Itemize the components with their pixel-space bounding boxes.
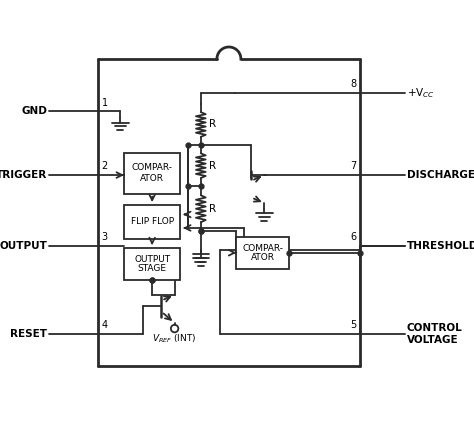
Text: 6: 6 <box>350 232 356 242</box>
Text: 2: 2 <box>101 162 108 171</box>
Text: 7: 7 <box>350 162 356 171</box>
Text: 3: 3 <box>101 232 108 242</box>
Text: OUTPUT: OUTPUT <box>134 255 170 264</box>
Text: THRESHOLD: THRESHOLD <box>407 241 474 251</box>
Text: $V_{REF}$ (INT): $V_{REF}$ (INT) <box>153 333 197 346</box>
Text: R: R <box>209 161 216 171</box>
Text: CONTROL
VOLTAGE: CONTROL VOLTAGE <box>407 323 463 345</box>
Bar <box>124 248 180 280</box>
Text: R: R <box>209 119 216 130</box>
Text: FLIP FLOP: FLIP FLOP <box>130 217 173 227</box>
Text: RESET: RESET <box>10 329 47 339</box>
Bar <box>237 237 289 269</box>
Text: 5: 5 <box>350 320 356 331</box>
Text: 4: 4 <box>101 320 108 331</box>
Text: ATOR: ATOR <box>251 253 274 262</box>
Text: GND: GND <box>21 106 47 116</box>
Text: OUTPUT: OUTPUT <box>0 241 47 251</box>
Text: TRIGGER: TRIGGER <box>0 170 47 180</box>
Text: ATOR: ATOR <box>140 174 164 183</box>
Text: DISCHARGE: DISCHARGE <box>407 170 474 180</box>
Text: COMPAR-: COMPAR- <box>132 163 173 172</box>
Text: COMPAR-: COMPAR- <box>242 244 283 253</box>
Text: 8: 8 <box>350 79 356 89</box>
Bar <box>124 153 180 194</box>
Text: +V$_{CC}$: +V$_{CC}$ <box>407 86 435 99</box>
Text: 1: 1 <box>101 98 108 108</box>
Text: STAGE: STAGE <box>137 264 167 273</box>
Text: R: R <box>209 204 216 214</box>
Bar <box>124 205 180 239</box>
